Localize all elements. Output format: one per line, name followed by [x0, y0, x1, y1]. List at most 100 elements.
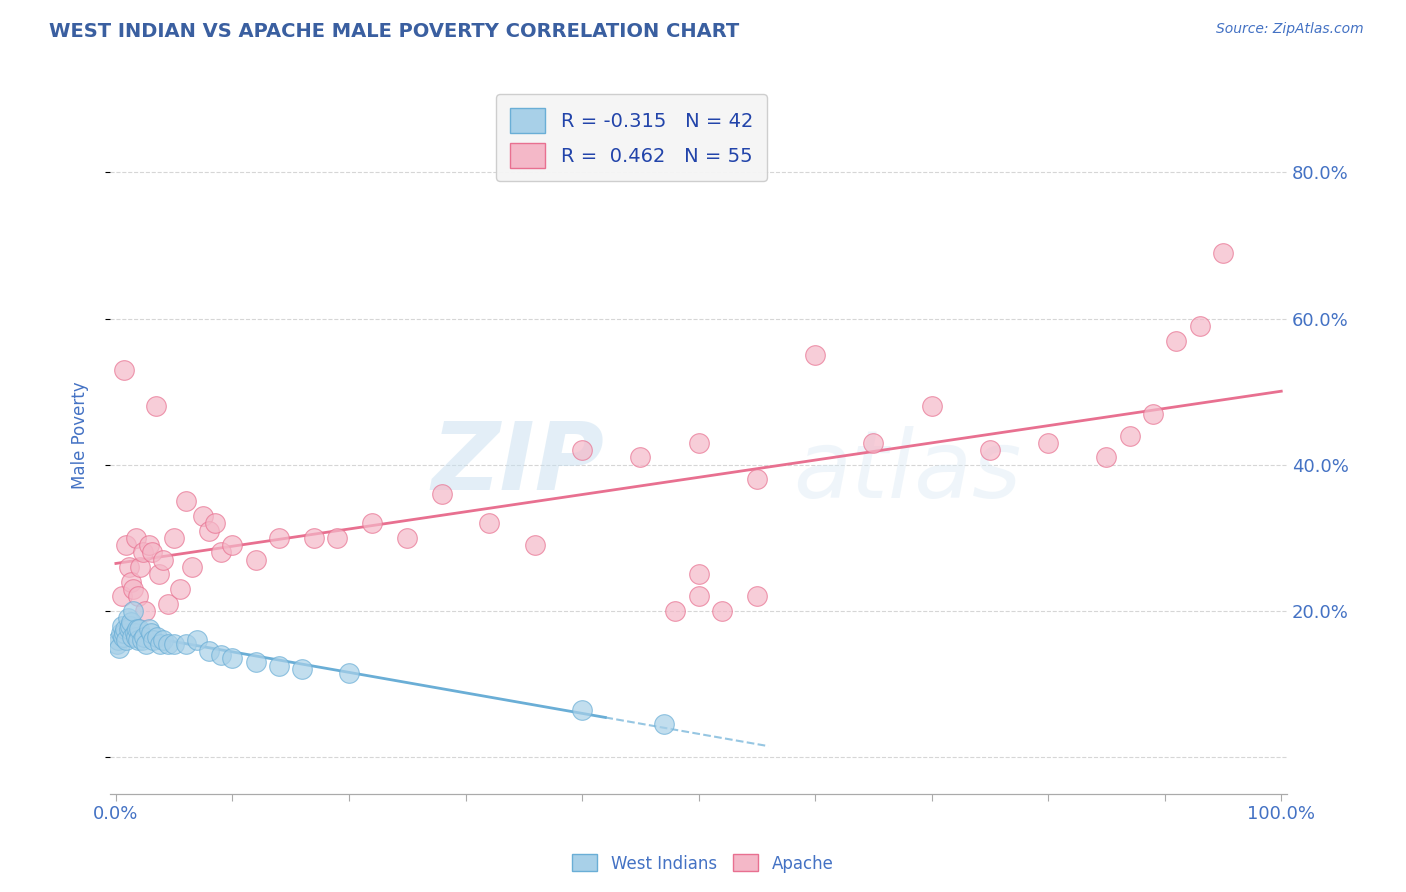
Point: [125, 622, 148, 636]
Point: [688, 590, 710, 604]
Point: [478, 516, 501, 531]
Point: [152, 633, 174, 648]
Text: WEST INDIAN VS APACHE MALE POVERTY CORRELATION CHART: WEST INDIAN VS APACHE MALE POVERTY CORRE…: [49, 22, 740, 41]
Point: [128, 622, 150, 636]
Point: [163, 637, 186, 651]
Point: [245, 553, 267, 567]
Point: [127, 633, 149, 648]
Point: [108, 640, 131, 655]
Point: [120, 615, 142, 629]
Point: [138, 538, 160, 552]
Point: [149, 637, 172, 651]
Point: [221, 651, 243, 665]
Point: [163, 531, 186, 545]
Point: [112, 363, 135, 377]
Point: [571, 703, 593, 717]
Point: [209, 545, 232, 559]
Point: [1119, 428, 1142, 442]
Point: [688, 567, 710, 582]
Point: [1142, 407, 1164, 421]
Point: [198, 644, 221, 658]
Text: Source: ZipAtlas.com: Source: ZipAtlas.com: [1216, 22, 1364, 37]
Point: [204, 516, 226, 531]
Point: [169, 582, 191, 596]
Point: [221, 538, 243, 552]
Point: [337, 666, 360, 681]
Point: [131, 633, 153, 648]
Point: [115, 538, 138, 552]
Point: [132, 630, 155, 644]
Point: [145, 630, 167, 644]
Point: [209, 648, 232, 662]
Point: [114, 622, 136, 636]
Point: [157, 597, 180, 611]
Point: [432, 487, 454, 501]
Point: [107, 633, 129, 648]
Point: [110, 626, 132, 640]
Point: [186, 633, 208, 648]
Point: [157, 637, 180, 651]
Point: [118, 618, 141, 632]
Point: [111, 590, 134, 604]
Point: [652, 717, 675, 731]
Point: [688, 435, 710, 450]
Point: [124, 626, 146, 640]
Point: [105, 637, 128, 651]
Text: ZIP: ZIP: [432, 418, 605, 510]
Point: [267, 658, 290, 673]
Point: [122, 604, 145, 618]
Point: [127, 590, 149, 604]
Point: [111, 618, 134, 632]
Point: [628, 450, 651, 465]
Point: [122, 582, 145, 596]
Point: [1188, 318, 1211, 333]
Point: [745, 472, 768, 486]
Point: [117, 611, 139, 625]
Point: [141, 545, 163, 559]
Point: [396, 531, 419, 545]
Point: [174, 494, 197, 508]
Point: [125, 531, 148, 545]
Point: [745, 590, 768, 604]
Point: [112, 626, 135, 640]
Point: [125, 630, 148, 644]
Point: [291, 662, 314, 676]
Point: [111, 630, 134, 644]
Point: [134, 604, 156, 618]
Point: [710, 604, 733, 618]
Point: [120, 574, 142, 589]
Point: [118, 560, 141, 574]
Legend: R = -0.315   N = 42, R =  0.462   N = 55: R = -0.315 N = 42, R = 0.462 N = 55: [496, 95, 766, 181]
Y-axis label: Male Poverty: Male Poverty: [72, 382, 89, 490]
Point: [142, 633, 165, 648]
Point: [361, 516, 384, 531]
Point: [129, 560, 152, 574]
Point: [302, 531, 325, 545]
Point: [571, 443, 593, 458]
Point: [145, 400, 167, 414]
Point: [1038, 435, 1060, 450]
Point: [193, 508, 215, 523]
Point: [245, 655, 267, 669]
Text: atlas: atlas: [793, 425, 1021, 516]
Point: [326, 531, 349, 545]
Point: [131, 545, 153, 559]
Point: [135, 637, 157, 651]
Point: [121, 630, 143, 644]
Point: [524, 538, 547, 552]
Point: [115, 633, 138, 648]
Point: [148, 567, 170, 582]
Point: [139, 626, 162, 640]
Point: [152, 553, 174, 567]
Point: [664, 604, 686, 618]
Point: [174, 637, 197, 651]
Legend: West Indians, Apache: West Indians, Apache: [565, 847, 841, 880]
Point: [118, 622, 141, 636]
Point: [267, 531, 290, 545]
Point: [1166, 334, 1188, 348]
Point: [979, 443, 1001, 458]
Point: [180, 560, 202, 574]
Point: [1212, 245, 1234, 260]
Point: [921, 400, 943, 414]
Point: [138, 622, 160, 636]
